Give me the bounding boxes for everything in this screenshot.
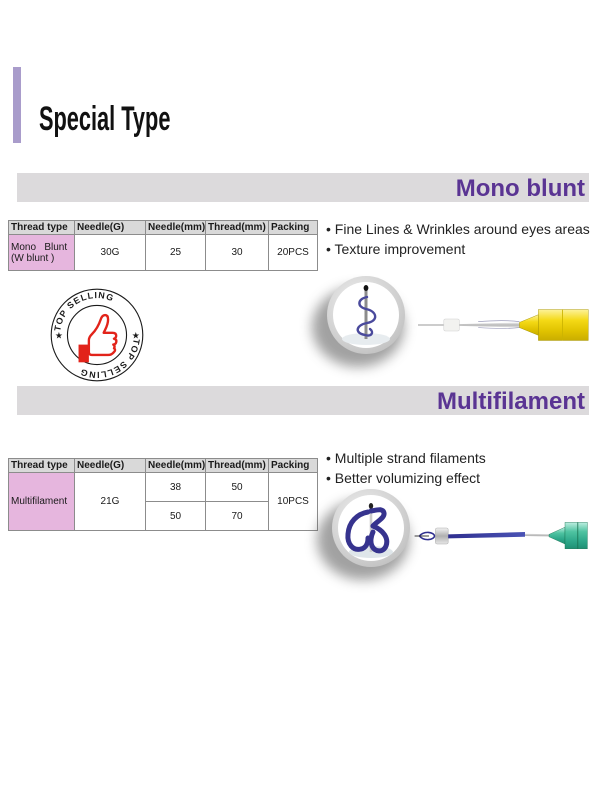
svg-text:★: ★ — [132, 331, 140, 341]
svg-text:★: ★ — [55, 331, 63, 341]
